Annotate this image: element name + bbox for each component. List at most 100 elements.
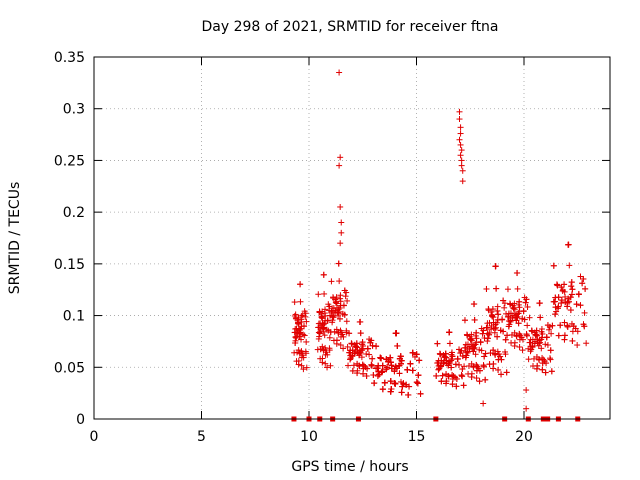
data-point <box>554 305 561 312</box>
data-point <box>449 381 456 388</box>
data-point <box>295 361 302 368</box>
data-point <box>360 370 367 377</box>
data-point <box>443 371 450 378</box>
data-point <box>336 278 343 285</box>
data-point <box>373 365 380 372</box>
data-point <box>532 331 539 338</box>
data-point <box>476 367 483 374</box>
data-point <box>504 332 511 339</box>
data-point <box>333 337 340 344</box>
data-point <box>387 388 394 395</box>
data-point <box>552 311 559 318</box>
data-point <box>337 240 344 247</box>
data-point <box>568 283 575 290</box>
data-point <box>464 332 471 339</box>
data-point <box>446 358 453 365</box>
data-point <box>457 124 464 131</box>
data-point <box>388 386 395 393</box>
data-point <box>295 319 302 326</box>
y-tick-label: 0.35 <box>54 50 85 66</box>
axis-ticks: 0 0.05 0.1 0.15 0.2 0.25 0.3 0.35 0 5 10 15 20 <box>54 50 610 445</box>
data-point <box>321 320 328 327</box>
data-point <box>437 363 444 370</box>
data-point <box>490 347 497 354</box>
data-point <box>569 286 576 293</box>
data-point <box>298 312 305 319</box>
data-point <box>326 334 333 341</box>
data-point <box>523 387 530 394</box>
data-point <box>291 349 298 356</box>
data-point <box>439 372 446 379</box>
y-tick-label: 0.25 <box>54 153 85 169</box>
data-point <box>569 337 576 344</box>
data-point <box>337 341 344 348</box>
data-point <box>491 329 498 336</box>
data-point <box>298 348 305 355</box>
data-point <box>296 333 303 340</box>
data-point <box>473 361 480 368</box>
data-point <box>527 339 534 346</box>
data-point <box>473 335 480 342</box>
data-points <box>291 69 590 422</box>
data-point <box>339 331 346 338</box>
data-point <box>438 378 445 385</box>
x-tick-label: 15 <box>408 429 426 445</box>
data-point <box>483 285 490 292</box>
data-point <box>505 323 512 330</box>
data-point <box>403 381 410 388</box>
data-point <box>528 346 535 353</box>
y-tick-label: 0.3 <box>63 102 85 118</box>
data-point <box>368 361 375 368</box>
data-point <box>337 292 344 299</box>
data-point <box>548 368 555 375</box>
data-point <box>468 374 475 381</box>
data-point <box>577 302 584 309</box>
data-point <box>490 319 497 326</box>
data-point <box>486 331 493 338</box>
data-point <box>494 333 501 340</box>
data-point <box>513 333 520 340</box>
data-point <box>446 340 453 347</box>
y-tick-label: 0 <box>76 412 85 428</box>
data-point <box>583 340 590 347</box>
data-point <box>480 400 487 407</box>
data-point <box>484 338 491 345</box>
data-point <box>337 298 344 305</box>
data-point <box>497 353 504 360</box>
data-point <box>324 317 331 324</box>
data-point <box>515 310 522 317</box>
data-point <box>366 351 373 358</box>
data-point <box>459 373 466 380</box>
data-point <box>470 363 477 370</box>
data-point <box>565 295 572 302</box>
data-point <box>486 361 493 368</box>
data-point <box>324 364 331 371</box>
data-point <box>473 329 480 336</box>
data-point <box>482 350 489 357</box>
data-point <box>558 300 565 307</box>
data-point <box>343 318 350 325</box>
data-point <box>509 302 516 309</box>
data-point <box>381 379 388 386</box>
data-point <box>535 342 542 349</box>
data-point <box>356 319 363 326</box>
data-point <box>324 351 331 358</box>
data-point <box>459 178 466 185</box>
data-point <box>433 372 440 379</box>
data-point <box>464 341 471 348</box>
data-point <box>553 281 560 288</box>
data-point <box>407 360 414 367</box>
data-point <box>460 382 467 389</box>
data-point <box>538 345 545 352</box>
data-point <box>398 389 405 396</box>
data-point <box>298 362 305 369</box>
data-point <box>494 316 501 323</box>
data-point <box>319 359 326 366</box>
data-point <box>572 325 579 332</box>
data-point <box>295 329 302 336</box>
data-point <box>295 347 302 354</box>
data-point <box>359 361 366 368</box>
data-point <box>298 336 305 343</box>
data-point <box>490 365 497 372</box>
data-point <box>544 322 551 329</box>
